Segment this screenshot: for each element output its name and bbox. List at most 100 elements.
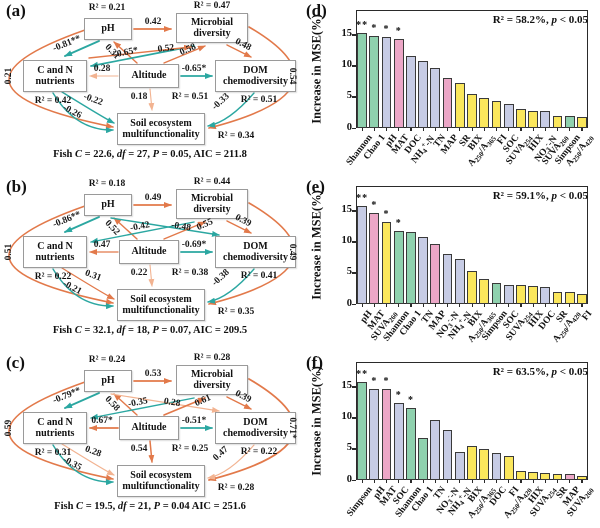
path-arrow (148, 440, 155, 463)
path-arrow (90, 397, 195, 420)
x-tick-mark (483, 128, 485, 131)
y-tick-mark (352, 386, 356, 388)
path-arrow (226, 44, 252, 58)
bar-nh4-n (418, 60, 429, 128)
x-tick-mark (495, 128, 498, 131)
x-tick-mark (398, 128, 400, 131)
x-tick-mark (434, 304, 437, 307)
bar-suva260 (577, 475, 587, 480)
edge-label: 0.71* (287, 417, 297, 439)
x-tick-mark (398, 480, 400, 483)
bar-chart-panel-e: (e) Increase in MSE(%) 0 5 10 15 ** pH * MAT * SUVA… (300, 176, 600, 352)
path-arrow (64, 392, 100, 409)
bar-soc (393, 402, 404, 480)
x-tick-mark (556, 304, 559, 307)
bar-bix (467, 446, 477, 480)
y-tick-label: 10 (341, 59, 353, 71)
bar-mat (369, 212, 380, 304)
x-tick-mark (495, 480, 498, 483)
bar-no3-n (442, 254, 453, 304)
panel-letter: (f) (306, 353, 323, 372)
x-tick-mark (459, 304, 461, 307)
path-arrow (113, 41, 138, 64)
x-tick-mark (544, 128, 546, 131)
panel-letter: (c) (6, 353, 25, 372)
fit-statistics: Fish C = 32.1, df = 18, P = 0.07, AIC = … (52, 325, 248, 336)
y-tick-mark (352, 96, 356, 98)
x-tick-mark (410, 128, 412, 131)
bar-sr (454, 83, 465, 128)
y-tick-label: 5 (346, 266, 352, 278)
path-arrow (163, 397, 206, 416)
path-arrow (8, 205, 114, 305)
r-squared-dom: R² = 0.41 (240, 271, 278, 281)
bar-sr (552, 291, 563, 304)
r-squared-micro: R² = 0.47 (193, 1, 231, 11)
bar-bix (467, 94, 477, 128)
fit-statistics: Fish C = 22.6, df = 27, P = 0.05, AIC = … (53, 149, 247, 160)
node-ph: pH (84, 370, 132, 392)
bar-soc (503, 104, 514, 128)
bar-sr (552, 473, 563, 480)
edge-label: 0.54 (287, 67, 297, 85)
y-tick-label: 0 (346, 473, 352, 485)
r-squared-alt: R² = 0.38 (171, 268, 209, 278)
path-arrow (61, 91, 115, 124)
bar-chart-panel-f: (f) Increase in MSE(%) 0 5 10 15 ** Simpson * pH *… (300, 352, 600, 528)
path-arrow (226, 396, 252, 410)
bar-mat (393, 39, 404, 128)
path-arrow (207, 92, 255, 128)
edge-label: -0.69* (181, 240, 207, 250)
node-alt: Altitude (119, 416, 179, 440)
bar-ph (381, 37, 392, 128)
node-cn: C and N nutrients (23, 60, 87, 92)
path-arrow (52, 444, 114, 486)
bar-tn (418, 236, 429, 304)
bar-a250-a365 (479, 279, 490, 304)
path-arrow (113, 393, 138, 416)
path-arrow (110, 393, 220, 413)
path-arrow (163, 45, 206, 64)
r-squared-alt: R² = 0.25 (171, 444, 209, 454)
x-tick-mark (581, 304, 583, 307)
node-alt: Altitude (119, 64, 179, 88)
y-tick-label: 5 (346, 90, 352, 102)
r-squared-soil: R² = 0.34 (217, 131, 255, 141)
path-diagram-edges (8, 202, 296, 310)
x-tick-mark (361, 128, 363, 131)
y-tick-label: 0 (346, 297, 352, 309)
r-squared-cn: R² = 0.31 (34, 448, 72, 458)
r2-annotation: R² = 63.5%, p < 0.05 (492, 366, 588, 378)
bar-fi (577, 294, 587, 304)
panel-letter: (e) (306, 177, 325, 196)
x-tick-mark (581, 480, 583, 483)
significance-marker: ** (356, 19, 369, 31)
bar-doc (491, 453, 502, 480)
node-soil: Soil ecosystem multifunctionality (117, 465, 205, 497)
panel-letter: (a) (6, 1, 26, 20)
bar-no3-n (442, 430, 453, 480)
path-arrow (52, 268, 114, 310)
x-tick-mark (581, 128, 583, 131)
significance-marker: * (383, 209, 390, 221)
r2-annotation: R² = 59.1%, p < 0.05 (492, 190, 588, 202)
bar-bix (467, 271, 477, 304)
y-tick-label: 10 (341, 235, 353, 247)
y-axis-label: Increase in MSE(%) (309, 14, 324, 124)
r-squared-dom: R² = 0.51 (240, 95, 278, 105)
y-tick-mark (352, 34, 356, 36)
path-arrow (226, 220, 252, 234)
x-tick-mark (471, 304, 473, 307)
edge-label: 0.67* (91, 416, 113, 426)
x-tick-mark (434, 128, 437, 131)
edge-label: 0.21 (4, 67, 14, 85)
significance-marker: * (371, 375, 378, 387)
fit-statistics: Fish C = 19.5, df = 21, P = 0.04 AIC = 2… (54, 501, 246, 512)
y-tick-label: 0 (346, 121, 352, 133)
x-tick-mark (373, 304, 375, 307)
x-tick-mark (520, 304, 522, 307)
path-arrow (148, 264, 155, 287)
panel-letter: (d) (306, 1, 327, 20)
panel-letter: (b) (6, 177, 27, 196)
